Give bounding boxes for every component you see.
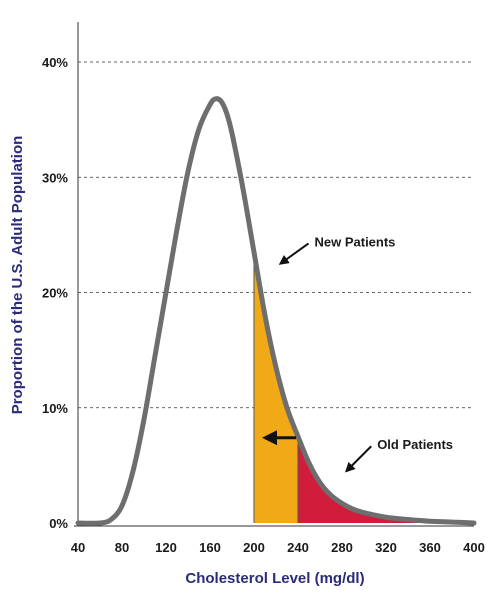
y-axis-title: Proportion of the U.S. Adult Population bbox=[9, 136, 26, 415]
distribution-curve bbox=[75, 96, 477, 526]
x-tick-label: 80 bbox=[115, 540, 129, 555]
axes bbox=[74, 22, 474, 527]
tick-labels: 40 80 120 160 200 240 280 320 360 400 0% 10% 20% 30% 4… bbox=[42, 55, 485, 555]
x-axis-title: Cholesterol Level (mg/dl) bbox=[185, 570, 364, 587]
new-patients-arrow bbox=[278, 242, 310, 265]
x-tick-label: 40 bbox=[71, 540, 85, 555]
x-tick-label: 400 bbox=[463, 540, 485, 555]
old-patients-arrow bbox=[344, 445, 372, 473]
y-tick-label: 0% bbox=[49, 516, 68, 531]
curve-group bbox=[75, 96, 477, 526]
y-tick-label: 20% bbox=[42, 286, 68, 301]
annotations: New Patients Old Patients bbox=[262, 234, 453, 473]
x-tick-label: 280 bbox=[331, 540, 353, 555]
old-patients-label: Old Patients bbox=[377, 437, 453, 452]
x-tick-label: 200 bbox=[243, 540, 265, 555]
new-patients-label: New Patients bbox=[315, 234, 396, 249]
x-tick-label: 120 bbox=[155, 540, 177, 555]
x-tick-label: 240 bbox=[287, 540, 309, 555]
old-patients-region bbox=[298, 436, 474, 523]
grid-lines bbox=[78, 61, 474, 409]
x-tick-label: 320 bbox=[375, 540, 397, 555]
y-tick-label: 10% bbox=[42, 401, 68, 416]
y-tick-label: 30% bbox=[42, 170, 68, 185]
y-tick-label: 40% bbox=[42, 55, 68, 70]
x-tick-label: 160 bbox=[199, 540, 221, 555]
x-tick-label: 360 bbox=[419, 540, 441, 555]
